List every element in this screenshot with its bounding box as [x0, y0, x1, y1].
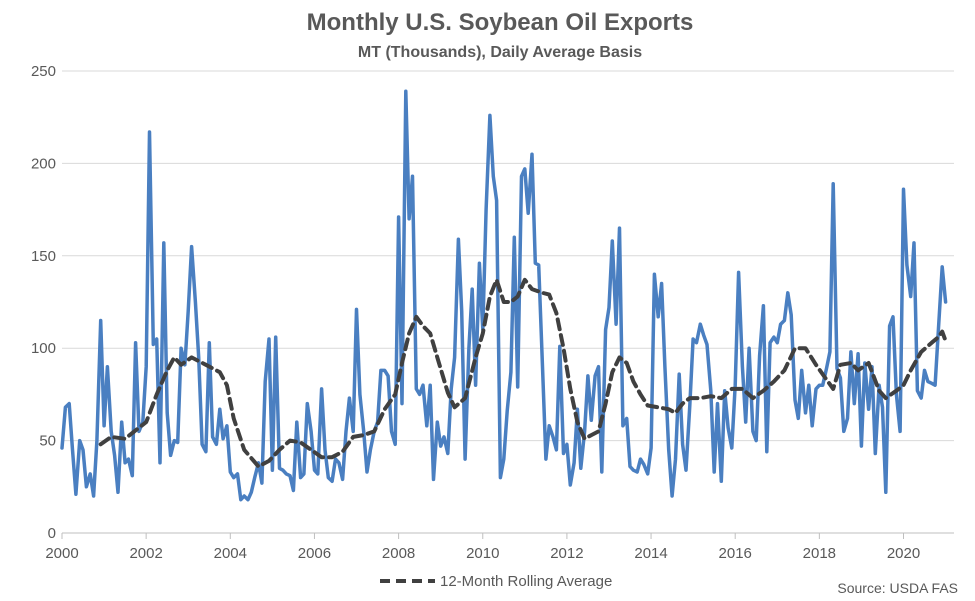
legend: 12-Month Rolling Average [380, 573, 612, 590]
x-tick-label: 2016 [719, 545, 752, 562]
x-tick-label: 2006 [298, 545, 331, 562]
y-tick-label: 150 [31, 248, 56, 265]
y-tick-label: 0 [48, 525, 56, 542]
y-tick-label: 200 [31, 155, 56, 172]
x-axis-tick-labels: 2000 2002 2004 2006 2008 2010 2012 2014 2016 2018… [45, 533, 920, 562]
legend-label-rolling: 12-Month Rolling Average [440, 573, 612, 590]
y-tick-label: 50 [39, 433, 56, 450]
series-line-rolling [98, 277, 948, 469]
series-layer [60, 89, 948, 502]
y-axis-tick-labels: 0 50 100 150 200 250 [31, 63, 56, 542]
y-tick-label: 100 [31, 340, 56, 357]
source-note: Source: USDA FAS [837, 580, 958, 596]
series-line-monthly [60, 89, 948, 502]
x-tick-label: 2018 [803, 545, 836, 562]
x-tick-label: 2020 [887, 545, 920, 562]
x-tick-label: 2014 [634, 545, 667, 562]
x-tick-label: 2004 [214, 545, 247, 562]
x-tick-label: 2012 [550, 545, 583, 562]
x-tick-label: 2010 [466, 545, 499, 562]
chart-title: Monthly U.S. Soybean Oil Exports [307, 9, 694, 36]
x-tick-label: 2000 [45, 545, 78, 562]
chart-subtitle: MT (Thousands), Daily Average Basis [358, 44, 642, 61]
x-tick-label: 2002 [129, 545, 162, 562]
y-tick-label: 250 [31, 63, 56, 80]
x-tick-label: 2008 [382, 545, 415, 562]
